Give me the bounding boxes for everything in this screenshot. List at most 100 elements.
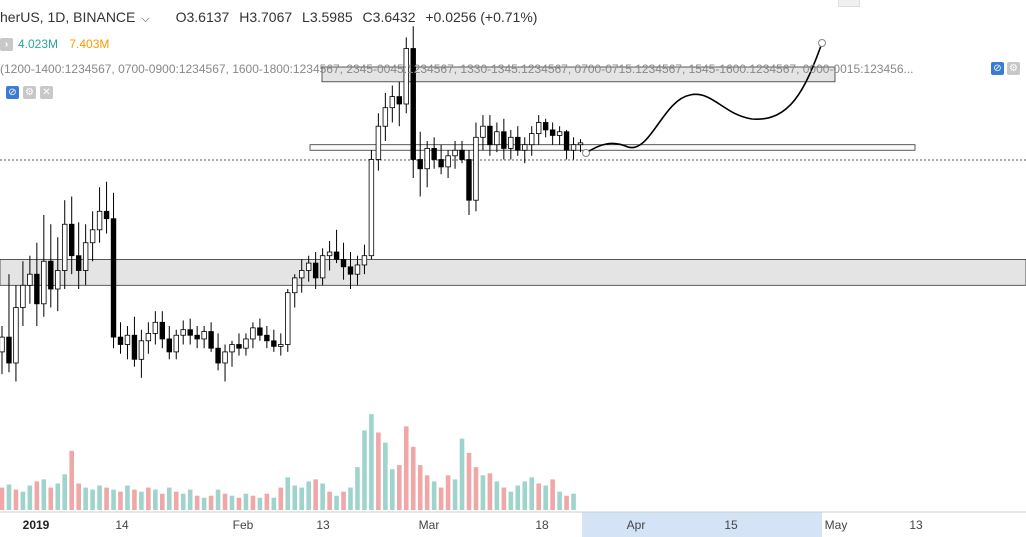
candle-body[interactable] [535, 122, 542, 134]
candle-body[interactable] [305, 262, 312, 271]
candle-body[interactable] [424, 147, 430, 170]
candle-body[interactable] [333, 251, 340, 260]
candle-body[interactable] [347, 266, 354, 275]
candle-body[interactable] [577, 142, 584, 146]
candle-body[interactable] [375, 125, 382, 160]
candle-body[interactable] [368, 159, 375, 257]
projection-start-point[interactable] [582, 149, 590, 157]
candle-body[interactable] [89, 229, 96, 244]
candle-body[interactable] [55, 270, 61, 290]
candle-body[interactable] [82, 242, 89, 271]
candle-body[interactable] [103, 210, 110, 220]
candle-body[interactable] [480, 125, 486, 138]
candle-body[interactable] [354, 264, 361, 275]
candle-body[interactable] [403, 48, 409, 105]
candle-body[interactable] [69, 223, 75, 257]
candle-body[interactable] [278, 344, 284, 347]
settings-gear-icon[interactable]: ⚙ [1007, 62, 1020, 75]
candle-body[interactable] [570, 144, 577, 151]
candle-body[interactable] [292, 277, 298, 294]
candle-body[interactable] [452, 149, 458, 157]
candle-body[interactable] [556, 131, 563, 136]
candle-body[interactable] [382, 107, 389, 127]
candle-body[interactable] [494, 131, 500, 146]
candle-body[interactable] [201, 331, 207, 340]
candle-body[interactable] [529, 133, 535, 146]
candle-body[interactable] [124, 334, 131, 345]
candle-body[interactable] [173, 334, 179, 353]
candle-body[interactable] [13, 307, 19, 364]
support-resistance-zone[interactable] [0, 258, 1026, 286]
candle-body[interactable] [27, 273, 33, 286]
visibility-icon[interactable]: ⊘ [991, 62, 1004, 75]
candle-body[interactable] [110, 218, 117, 338]
candle-body[interactable] [215, 347, 221, 364]
candle-body[interactable] [438, 159, 444, 168]
candle-body[interactable] [222, 351, 228, 364]
candle-body[interactable] [138, 340, 145, 360]
candle-body[interactable] [312, 262, 319, 279]
candle-body[interactable] [542, 122, 549, 131]
candle-body[interactable] [187, 329, 193, 336]
candle-body[interactable] [396, 96, 402, 105]
candle-body[interactable] [145, 332, 152, 342]
candle-body[interactable] [319, 255, 326, 279]
candle-body[interactable] [466, 159, 472, 201]
candle-body[interactable] [361, 255, 368, 266]
candle-body[interactable] [166, 338, 172, 353]
candle-body[interactable] [459, 149, 465, 160]
candle-body[interactable] [20, 284, 26, 308]
candle-body[interactable] [501, 131, 507, 149]
indicator-close-icon[interactable]: ✕ [40, 86, 53, 99]
candle-body[interactable] [48, 260, 54, 290]
candle-body[interactable] [96, 210, 103, 231]
support-resistance-zone[interactable] [321, 66, 836, 83]
indicator-visibility-icon[interactable]: ⊘ [6, 86, 19, 99]
candle-body[interactable] [445, 155, 451, 168]
candle-body[interactable] [117, 336, 124, 345]
candle-body[interactable] [271, 340, 277, 347]
candle-body[interactable] [473, 136, 479, 201]
candle-body[interactable] [34, 273, 40, 305]
candle-body[interactable] [6, 336, 12, 364]
candle-body[interactable] [236, 344, 242, 349]
candle-body[interactable] [194, 334, 200, 340]
candle-body[interactable] [285, 292, 291, 345]
support-resistance-zone[interactable] [309, 144, 916, 151]
candle-body[interactable] [487, 125, 493, 146]
candle-body[interactable] [515, 136, 521, 151]
candle-body[interactable] [152, 321, 159, 334]
candle-body[interactable] [41, 260, 47, 305]
candle-body[interactable] [180, 329, 186, 336]
candle-body[interactable] [250, 327, 256, 340]
candle-body[interactable] [340, 258, 347, 268]
candle-body[interactable] [0, 336, 5, 353]
indicator-settings-icon[interactable]: ⚙ [23, 86, 36, 99]
candle-body[interactable] [299, 270, 305, 279]
candle-body[interactable] [549, 129, 556, 136]
symbol-title[interactable]: herUS, 1D, BINANCE [0, 9, 136, 25]
projection-curve[interactable] [585, 42, 823, 154]
candle-body[interactable] [389, 96, 396, 109]
candle-body[interactable] [563, 131, 570, 151]
candle-body[interactable] [75, 255, 82, 271]
candle-body[interactable] [62, 223, 68, 271]
candle-body[interactable] [159, 321, 166, 340]
candle-body[interactable] [264, 334, 270, 342]
candle-body[interactable] [208, 331, 214, 349]
candle-body[interactable] [243, 338, 249, 349]
projection-end-point[interactable] [818, 39, 826, 47]
collapse-icon[interactable]: › [0, 38, 13, 51]
candle-body[interactable] [431, 147, 437, 160]
candle-body[interactable] [229, 344, 235, 353]
top-toggle-tab[interactable] [838, 0, 860, 7]
candle-body[interactable] [257, 327, 263, 336]
chevron-down-icon[interactable]: ⌵ [141, 13, 150, 25]
candle-body[interactable] [417, 159, 423, 170]
candle-body[interactable] [508, 136, 514, 149]
candle-body[interactable] [410, 48, 416, 160]
candle-body[interactable] [131, 334, 138, 360]
candle-body[interactable] [522, 144, 528, 151]
candle-body[interactable] [326, 251, 333, 257]
